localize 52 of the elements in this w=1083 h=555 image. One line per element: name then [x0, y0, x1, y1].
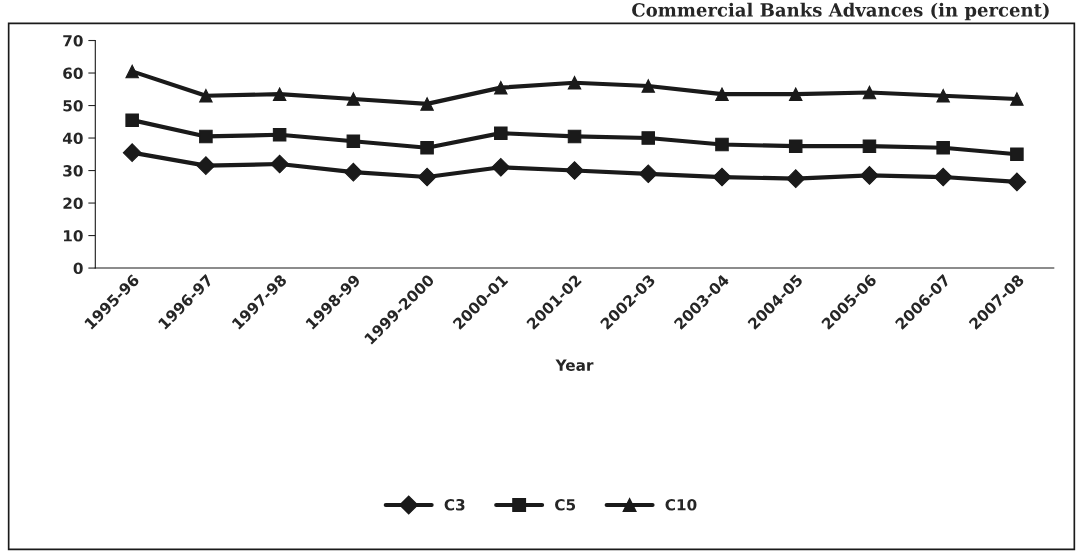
- point: [346, 92, 361, 106]
- point: [199, 89, 213, 103]
- y-tick-label: 60: [63, 67, 83, 80]
- y-tick-label: 50: [63, 99, 83, 112]
- point: [125, 113, 139, 127]
- point: [270, 154, 289, 174]
- point: [420, 97, 434, 111]
- point: [199, 129, 213, 144]
- y-tick-label: 30: [63, 165, 83, 177]
- point: [346, 134, 361, 149]
- legend-label: C5: [555, 498, 576, 511]
- point: [343, 162, 363, 182]
- point: [860, 166, 879, 185]
- y-tick-label: 70: [63, 34, 83, 47]
- point: [933, 167, 953, 187]
- point: [491, 157, 511, 177]
- point: [641, 131, 656, 145]
- point: [494, 126, 508, 140]
- point: [715, 137, 729, 152]
- point: [862, 85, 877, 100]
- y-tick-label: 20: [63, 197, 83, 210]
- y-tick-label: 10: [63, 230, 83, 242]
- point: [862, 139, 877, 153]
- point: [420, 141, 434, 155]
- point: [715, 87, 729, 101]
- point: [272, 87, 287, 101]
- point: [936, 89, 950, 103]
- legend-label: C3: [444, 498, 465, 511]
- point: [641, 79, 656, 93]
- point: [788, 87, 803, 101]
- point: [272, 128, 287, 142]
- point: [1010, 92, 1024, 106]
- point: [788, 139, 803, 153]
- point: [494, 80, 508, 95]
- point: [125, 64, 139, 79]
- point: [417, 167, 437, 187]
- point: [638, 164, 658, 184]
- point: [122, 143, 142, 163]
- y-tick-label: 40: [62, 132, 83, 145]
- point: [1007, 172, 1027, 192]
- point: [1010, 147, 1024, 162]
- point: [196, 156, 216, 176]
- point: [567, 76, 582, 90]
- point: [567, 129, 582, 144]
- legend-label: C10: [665, 498, 697, 511]
- point: [565, 161, 584, 180]
- y-tick-label: 0: [73, 262, 83, 275]
- point: [936, 141, 950, 155]
- chart-title: Commercial Banks Advances (in percent): [632, 2, 1049, 21]
- point: [712, 167, 732, 187]
- point: [786, 169, 806, 189]
- x-axis-title: Year: [555, 359, 594, 371]
